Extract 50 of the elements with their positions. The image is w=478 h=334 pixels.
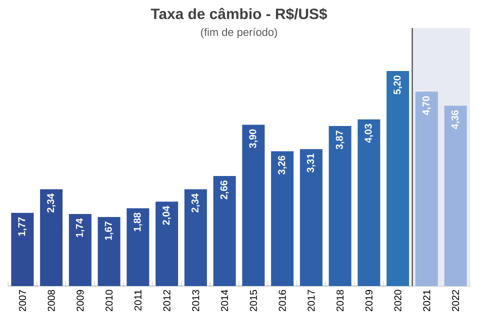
bar (444, 106, 467, 286)
bar (213, 176, 236, 286)
bar (156, 202, 178, 286)
x-tick-label: 2009 (76, 290, 84, 312)
bar (40, 189, 63, 286)
data-label: 4,36 (451, 110, 460, 130)
x-tick-label: 2007 (18, 290, 26, 312)
bar (328, 126, 352, 286)
data-label: 3,31 (306, 154, 316, 172)
data-label: 2,04 (162, 206, 172, 225)
x-tick-label: 2014 (221, 290, 228, 312)
x-tick-label: 2020 (394, 290, 402, 312)
bar (242, 124, 265, 286)
bar (68, 214, 92, 286)
x-tick-label: 2022 (452, 290, 460, 312)
data-label: 1,67 (104, 222, 114, 240)
bar (271, 151, 294, 286)
data-label: 4,03 (364, 124, 374, 143)
x-tick-label: 2013 (192, 290, 200, 312)
bar (358, 119, 380, 286)
data-label: 1,77 (18, 217, 27, 236)
bar (98, 216, 120, 286)
data-label: 3,90 (249, 129, 258, 148)
data-label: 2,34 (47, 193, 56, 212)
bar (386, 71, 410, 286)
x-tick-label: 2016 (278, 290, 286, 312)
x-tick-label: 2019 (365, 290, 372, 312)
bar (415, 92, 438, 286)
x-tick-label: 2017 (308, 290, 315, 312)
x-tick-label: 2018 (336, 290, 344, 312)
data-label: 3,87 (336, 130, 344, 150)
data-label: 2,34 (191, 193, 200, 212)
x-tick-label: 2021 (423, 290, 430, 312)
x-tick-label: 2010 (106, 290, 113, 312)
data-label: 1,74 (76, 218, 84, 238)
bar (300, 149, 322, 286)
bar (126, 208, 150, 286)
chart-subtitle: (fim de período) (200, 28, 277, 38)
x-tick-label: 2008 (48, 290, 55, 312)
data-label: 1,88 (134, 212, 142, 232)
data-label: 5,20 (394, 76, 402, 94)
x-tick-label: 2015 (250, 290, 257, 312)
bar (184, 189, 207, 286)
bar (11, 212, 34, 286)
x-tick-label: 2012 (163, 290, 170, 312)
x-tick-label: 2011 (134, 290, 142, 310)
data-label: 3,26 (278, 156, 287, 175)
data-label: 2,66 (220, 180, 229, 200)
chart-title: Taxa de câmbio - R$/US$ (150, 8, 328, 20)
data-label: 4,70 (422, 96, 431, 116)
